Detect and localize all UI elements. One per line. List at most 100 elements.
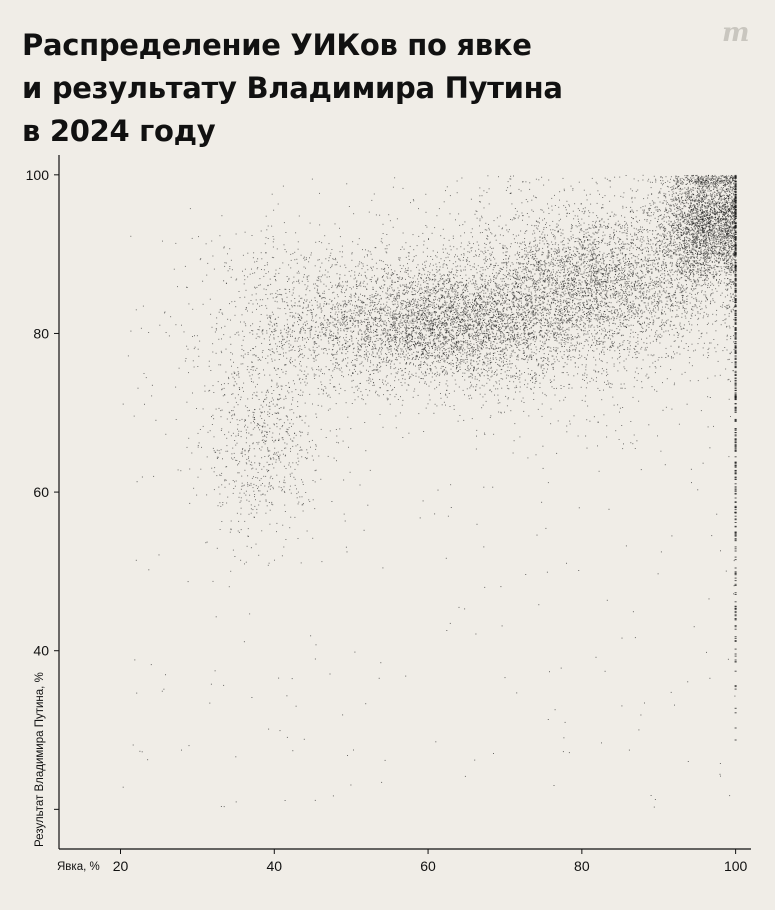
- data-point: [445, 337, 446, 339]
- data-point: [450, 301, 452, 303]
- data-point: [463, 361, 465, 363]
- data-point: [354, 305, 356, 307]
- data-point: [535, 318, 537, 320]
- data-point: [507, 318, 509, 320]
- data-point: [379, 320, 381, 322]
- data-point: [323, 352, 325, 354]
- data-point: [592, 249, 594, 251]
- data-point: [440, 367, 442, 369]
- data-point: [527, 340, 529, 342]
- data-point: [302, 339, 304, 341]
- data-point: [427, 309, 429, 310]
- data-point: [423, 295, 425, 297]
- data-point: [324, 274, 326, 276]
- data-point: [495, 347, 497, 349]
- data-point: [554, 253, 556, 255]
- data-point: [661, 294, 663, 296]
- data-point: [546, 319, 548, 321]
- data-point: [550, 347, 552, 349]
- data-point: [544, 264, 546, 266]
- data-point: [485, 347, 487, 349]
- data-point: [655, 277, 657, 279]
- data-point: [391, 287, 393, 289]
- data-point: [515, 297, 517, 299]
- data-point: [345, 281, 347, 283]
- data-point: [570, 238, 572, 240]
- data-point: [657, 269, 659, 271]
- data-point: [368, 343, 369, 345]
- data-point: [677, 232, 678, 234]
- data-point: [688, 321, 690, 323]
- data-point: [591, 247, 593, 249]
- data-point: [480, 329, 481, 331]
- data-point: [442, 342, 443, 344]
- data-point: [489, 337, 491, 339]
- data-point: [453, 336, 455, 338]
- data-point: [524, 344, 526, 346]
- data-point: [328, 337, 330, 339]
- data-point: [455, 341, 457, 342]
- data-point: [375, 347, 376, 349]
- data-point: [445, 310, 447, 312]
- data-point: [414, 304, 416, 306]
- data-point: [536, 359, 538, 361]
- data-point: [478, 298, 479, 300]
- data-point: [426, 324, 428, 326]
- data-point: [602, 238, 604, 240]
- data-point: [540, 278, 541, 280]
- data-point: [404, 286, 406, 288]
- data-point: [725, 307, 727, 308]
- data-point: [501, 297, 503, 299]
- data-point: [408, 275, 410, 277]
- data-point: [396, 333, 398, 335]
- data-point: [346, 316, 347, 318]
- data-point: [373, 318, 374, 320]
- data-point: [469, 333, 471, 335]
- data-point: [522, 309, 524, 311]
- data-point: [516, 334, 518, 336]
- data-point: [467, 317, 469, 319]
- data-point: [487, 325, 488, 326]
- data-point: [336, 336, 338, 338]
- data-point: [336, 326, 338, 328]
- data-point: [524, 358, 526, 360]
- data-point: [581, 273, 583, 275]
- data-point: [417, 340, 419, 342]
- data-point: [484, 229, 486, 231]
- data-point: [332, 324, 334, 326]
- data-point: [316, 369, 318, 370]
- data-point: [348, 301, 350, 303]
- data-point: [429, 289, 431, 291]
- data-point: [679, 215, 681, 217]
- data-point: [451, 348, 452, 350]
- data-point: [489, 301, 491, 303]
- data-point: [578, 293, 580, 295]
- data-point: [462, 295, 464, 297]
- data-point: [410, 314, 412, 316]
- data-point: [603, 336, 605, 338]
- data-point: [475, 386, 477, 388]
- data-point: [360, 362, 362, 364]
- data-point: [567, 242, 569, 244]
- data-point: [316, 290, 318, 292]
- data-point: [523, 327, 525, 329]
- data-point: [590, 320, 592, 322]
- data-point: [481, 372, 483, 374]
- data-point: [281, 298, 283, 300]
- data-point: [442, 317, 444, 319]
- data-point: [425, 337, 427, 339]
- data-point: [526, 286, 527, 288]
- data-point: [458, 386, 460, 388]
- data-point: [521, 314, 523, 316]
- data-point: [574, 203, 576, 205]
- data-point: [443, 352, 444, 354]
- data-point: [333, 338, 335, 340]
- data-point: [485, 261, 487, 262]
- data-point: [531, 333, 533, 334]
- data-point: [664, 252, 665, 254]
- data-point: [325, 335, 327, 337]
- data-point: [530, 307, 532, 309]
- data-point: [544, 218, 545, 220]
- data-point: [525, 299, 526, 301]
- data-point: [592, 266, 594, 268]
